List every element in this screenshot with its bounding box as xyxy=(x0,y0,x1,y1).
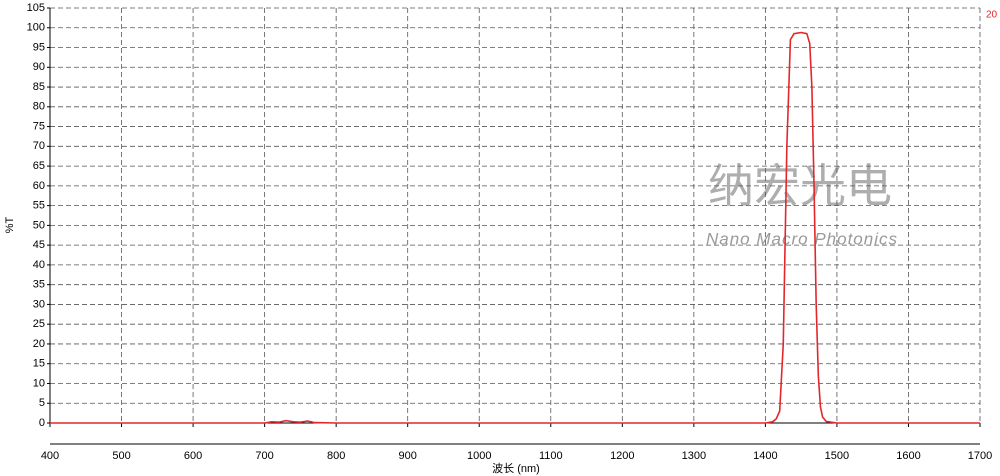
x-tick-label: 900 xyxy=(399,450,417,462)
x-tick-label: 1000 xyxy=(467,450,491,462)
y-tick-label: 55 xyxy=(33,200,45,212)
y-tick-label: 25 xyxy=(33,318,45,330)
corner-label: 20 xyxy=(986,10,998,21)
x-tick-label: 1300 xyxy=(682,450,706,462)
y-tick-label: 65 xyxy=(33,160,45,172)
y-tick-label: 40 xyxy=(33,259,45,271)
series-line xyxy=(50,31,980,424)
y-tick-label: 85 xyxy=(33,81,45,93)
y-tick-label: 15 xyxy=(33,358,45,370)
x-tick-label: 1400 xyxy=(753,450,777,462)
watermark: 纳宏光电 xyxy=(708,160,892,212)
y-tick-label: 75 xyxy=(33,120,45,132)
x-tick-label: 700 xyxy=(255,450,273,462)
x-tick-label: 1700 xyxy=(968,450,992,462)
x-tick-label: 1500 xyxy=(825,450,849,462)
x-tick-label: 800 xyxy=(327,450,345,462)
y-tick-label: 105 xyxy=(27,2,45,14)
x-axis-title: 波长 (nm) xyxy=(492,462,540,475)
x-tick-label: 400 xyxy=(41,450,59,462)
y-tick-label: 5 xyxy=(39,397,45,409)
y-tick-label: 80 xyxy=(33,101,45,113)
x-tick-label: 1200 xyxy=(610,450,634,462)
x-tick-label: 1100 xyxy=(539,450,563,462)
x-tick-label: 500 xyxy=(112,450,130,462)
y-tick-label: 10 xyxy=(33,377,45,389)
y-tick-label: 0 xyxy=(39,417,45,429)
x-tick-label: 600 xyxy=(184,450,202,462)
y-tick-label: 35 xyxy=(33,279,45,291)
y-tick-label: 50 xyxy=(33,219,45,231)
y-tick-label: 95 xyxy=(33,41,45,53)
x-tick-label: 1600 xyxy=(896,450,920,462)
y-tick-label: 70 xyxy=(33,140,45,152)
y-tick-label: 30 xyxy=(33,298,45,310)
y-tick-label: 45 xyxy=(33,239,45,251)
watermark-subtitle: Nano Macro Photonics xyxy=(706,229,898,248)
y-tick-label: 100 xyxy=(27,22,45,34)
y-axis-title: %T xyxy=(4,216,16,233)
y-tick-label: 20 xyxy=(33,338,45,350)
y-tick-label: 60 xyxy=(33,180,45,192)
y-tick-label: 90 xyxy=(33,61,45,73)
